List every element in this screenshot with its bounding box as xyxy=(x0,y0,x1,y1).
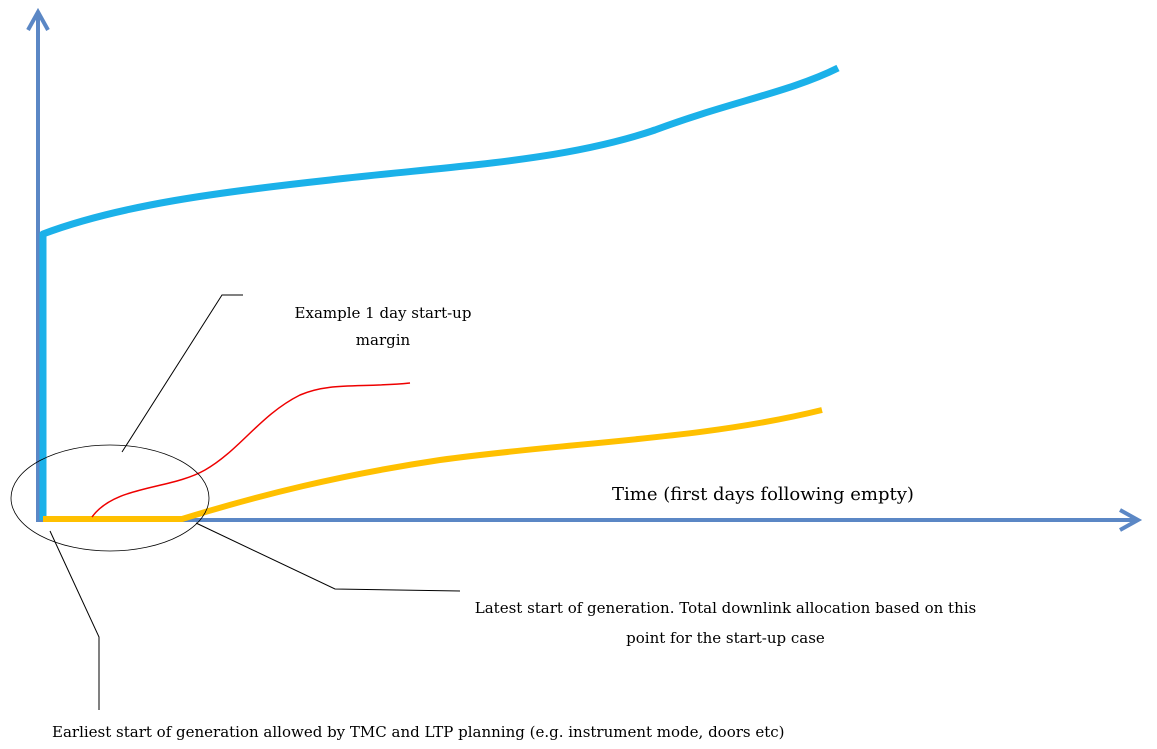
x-axis-arrowhead xyxy=(1119,508,1143,532)
margin-leader-line xyxy=(121,294,243,453)
startup-region-ellipse xyxy=(10,444,210,552)
margin-label: Example 1 day start-up margin xyxy=(294,304,472,349)
upper-curve xyxy=(39,64,840,520)
earliest-start-leader-line xyxy=(49,530,100,710)
latest-start-leader-line xyxy=(195,522,461,592)
y-axis-arrowhead xyxy=(26,7,50,31)
time-axis-label: Time (first days following empty) xyxy=(612,484,914,505)
earliest-start-label: Earliest start of generation allowed by … xyxy=(52,723,785,741)
lower-curve xyxy=(43,407,823,522)
margin-curve xyxy=(91,382,411,518)
latest-start-label: Latest start of generation. Total downli… xyxy=(474,599,977,647)
